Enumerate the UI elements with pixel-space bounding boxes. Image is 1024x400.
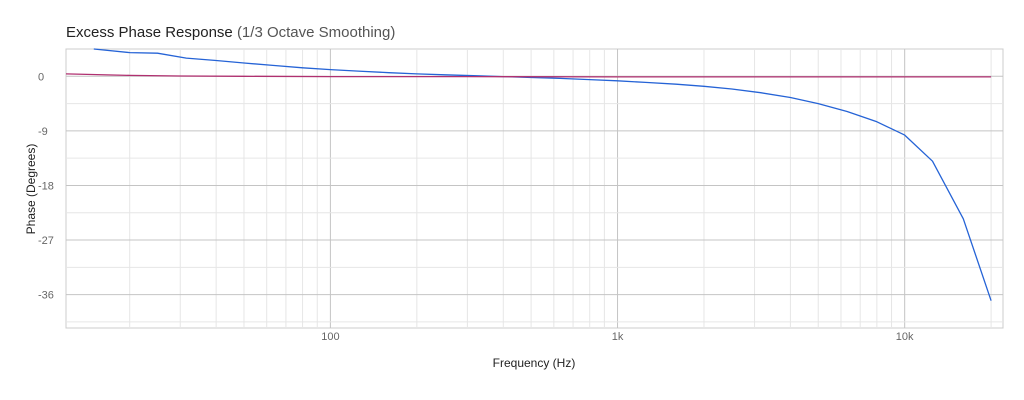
chart-title: Excess Phase Response (1/3 Octave Smooth… <box>66 24 395 41</box>
y-tick-label: -27 <box>38 235 54 247</box>
x-tick-label: 10k <box>896 331 914 343</box>
y-tick-label: 0 <box>38 71 44 83</box>
chart-subtitle: (1/3 Octave Smoothing) <box>236 24 396 41</box>
x-tick-label: 100 <box>321 331 339 343</box>
series-line-magenta <box>65 73 992 78</box>
x-tick-label: 1k <box>612 331 624 343</box>
tick-labels: 0 -9 -18 -27 -36 100 1k 10k <box>38 71 914 343</box>
series-line-blue <box>93 48 992 301</box>
grid <box>66 49 1003 328</box>
series-group <box>65 48 992 301</box>
y-axis-label: Phase (Degrees) <box>24 144 38 235</box>
y-tick-label: -36 <box>38 290 54 302</box>
plot-area <box>65 48 1004 329</box>
x-axis-label: Frequency (Hz) <box>493 356 576 370</box>
y-tick-label: -9 <box>38 126 48 138</box>
chart-title-main: Excess Phase Response <box>66 24 233 41</box>
y-tick-label: -18 <box>38 180 54 192</box>
